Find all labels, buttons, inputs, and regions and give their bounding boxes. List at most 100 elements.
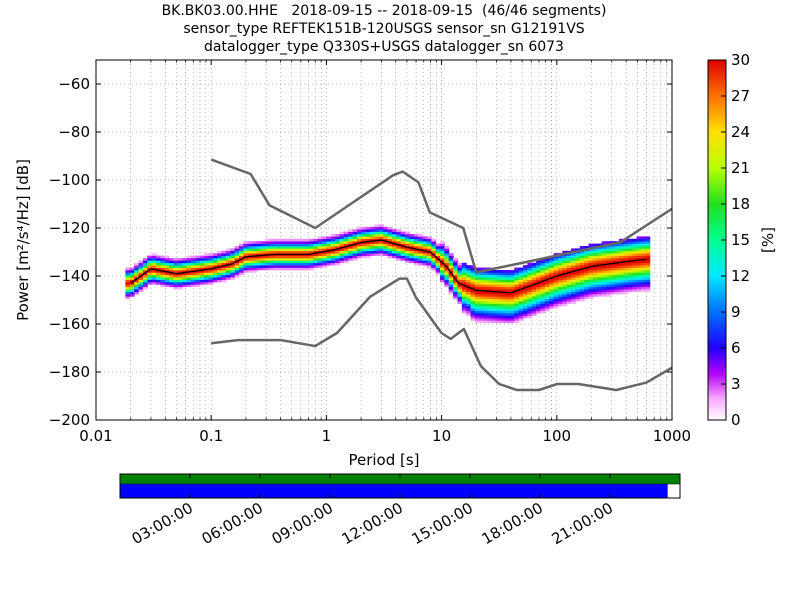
psd-bin — [308, 265, 314, 268]
psd-bin — [536, 274, 542, 278]
psd-bin — [540, 306, 546, 309]
psd-bin — [439, 260, 445, 264]
psd-bin — [509, 298, 515, 302]
psd-bin — [470, 272, 476, 276]
psd-bin — [182, 258, 188, 261]
psd-bin — [627, 286, 633, 290]
psd-bin — [243, 267, 249, 271]
psd-bin — [597, 277, 603, 280]
psd-bin — [317, 241, 323, 244]
psd-bin — [584, 286, 590, 290]
psd-bin — [282, 260, 288, 264]
psd-bin — [195, 258, 201, 261]
psd-bin — [356, 236, 362, 240]
psd-bin — [453, 272, 459, 276]
psd-bin — [308, 250, 314, 254]
psd-bin — [592, 255, 598, 259]
psd-bin — [138, 262, 144, 266]
psd-bin — [461, 296, 467, 300]
psd-bin — [287, 248, 293, 252]
psd-bin — [160, 260, 166, 264]
psd-bin — [584, 289, 590, 292]
psd-bin — [378, 243, 384, 247]
psd-bin — [592, 274, 598, 278]
psd-bin — [483, 298, 489, 302]
psd-bin — [623, 255, 629, 259]
psd-bin — [177, 262, 183, 266]
psd-bin — [470, 265, 476, 268]
psd-bin — [461, 282, 467, 285]
psd-bin — [457, 298, 463, 302]
psd-bin — [488, 318, 493, 321]
psd-bin — [260, 253, 266, 256]
psd-bin — [549, 286, 555, 290]
psd-bin — [562, 286, 568, 290]
psd-bin — [601, 286, 607, 290]
psd-bin — [636, 236, 642, 240]
psd-bin — [501, 298, 507, 302]
psd-bin — [488, 296, 493, 300]
psd-bin — [479, 267, 485, 271]
psd-bin — [566, 296, 572, 300]
psd-bin — [204, 277, 210, 280]
psd-bin — [308, 258, 314, 261]
psd-bin — [383, 241, 389, 244]
psd-bin — [540, 301, 546, 304]
psd-bin — [579, 260, 585, 264]
psd-bin — [610, 286, 616, 290]
psd-bin — [396, 241, 402, 244]
psd-bin — [304, 262, 310, 266]
psd-bin — [536, 306, 542, 309]
psd-bin — [536, 277, 542, 280]
psd-bin — [182, 267, 188, 271]
psd-bin — [614, 282, 620, 285]
psd-bin — [492, 294, 498, 297]
psd-bin — [479, 301, 485, 304]
psd-bin — [501, 296, 507, 300]
psd-bin — [562, 258, 568, 261]
psd-bin — [247, 260, 253, 264]
psd-bin — [632, 265, 638, 268]
psd-bin — [221, 255, 227, 259]
psd-bin — [522, 265, 528, 268]
psd-bin — [461, 308, 467, 312]
psd-bin — [492, 310, 498, 314]
psd-bin — [225, 258, 231, 261]
psd-bin — [610, 270, 616, 273]
psd-bin — [265, 265, 271, 268]
psd-bin — [278, 250, 284, 254]
psd-bin — [256, 243, 262, 247]
psd-bin — [348, 229, 354, 232]
psd-bin — [361, 236, 367, 240]
psd-bin — [553, 289, 559, 292]
psd-bin — [177, 265, 183, 268]
psd-bin — [453, 282, 459, 285]
psd-bin — [304, 255, 310, 259]
psd-bin — [557, 260, 563, 264]
psd-bin — [597, 243, 603, 247]
psd-bin — [387, 238, 393, 242]
psd-bin — [575, 265, 581, 268]
psd-bin — [466, 296, 472, 300]
psd-bin — [557, 255, 563, 259]
psd-bin — [575, 277, 581, 280]
psd-bin — [317, 246, 323, 249]
psd-bin — [632, 286, 638, 290]
psd-bin — [619, 243, 625, 247]
psd-bin — [540, 286, 546, 290]
psd-bin — [142, 270, 148, 273]
psd-bin — [553, 258, 559, 261]
psd-bin — [623, 265, 629, 268]
y-tick-label: −160 — [49, 315, 90, 333]
psd-bin — [282, 246, 288, 249]
psd-bin — [431, 246, 437, 249]
psd-bin — [448, 284, 454, 288]
psd-bin — [142, 277, 148, 280]
colorbar-tick-label: 21 — [731, 159, 750, 177]
psd-bin — [470, 284, 476, 288]
psd-bin — [601, 279, 607, 283]
psd-bin — [225, 272, 231, 276]
psd-bin — [343, 253, 349, 256]
psd-bin — [322, 238, 327, 242]
psd-bin — [151, 270, 157, 273]
